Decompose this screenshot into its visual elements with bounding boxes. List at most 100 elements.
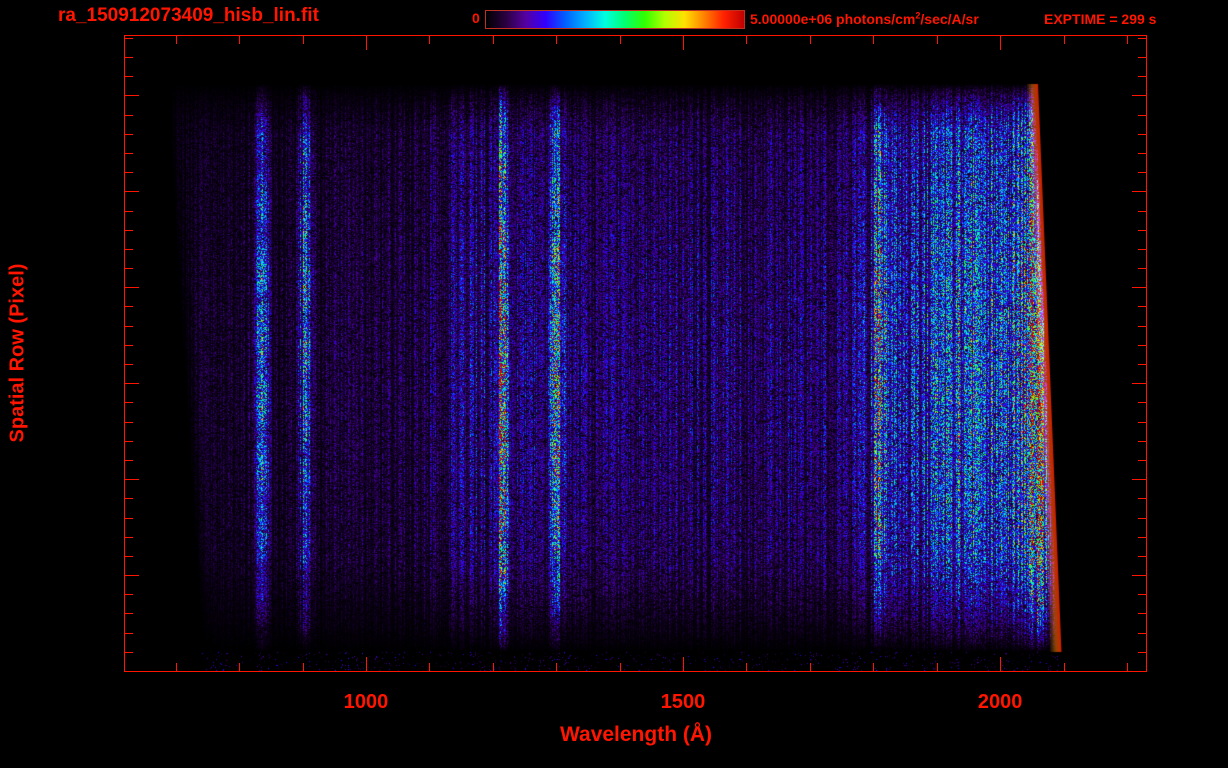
- colorbar-max-value: 5.00000e+06 photons/cm: [750, 11, 916, 27]
- x-tick-minor: [556, 663, 557, 671]
- colorbar: [485, 10, 745, 29]
- x-tick-minor: [873, 36, 874, 44]
- y-tick-minor: [125, 441, 133, 442]
- x-tick-minor: [1127, 36, 1128, 44]
- x-tick-minor: [429, 36, 430, 44]
- y-tick-minor: [1138, 211, 1146, 212]
- exptime-label: EXPTIME = 299 s: [1044, 11, 1157, 27]
- x-tick-label: 1500: [660, 691, 706, 713]
- y-tick-minor: [1138, 364, 1146, 365]
- y-tick-minor: [1138, 57, 1146, 58]
- y-tick-minor: [1138, 556, 1146, 557]
- y-tick-major: [125, 383, 139, 384]
- y-tick-minor: [125, 422, 133, 423]
- x-tick-minor: [556, 36, 557, 44]
- y-tick-major: [125, 191, 139, 192]
- y-tick-minor: [125, 537, 133, 538]
- y-tick-major: [125, 575, 139, 576]
- colorbar-max-label: 5.00000e+06 photons/cm2/sec/A/sr: [750, 11, 979, 27]
- x-tick-major: [366, 36, 367, 50]
- y-tick-minor: [125, 652, 133, 653]
- y-tick-minor: [125, 402, 133, 403]
- y-tick-minor: [1138, 306, 1146, 307]
- x-tick-minor: [429, 663, 430, 671]
- y-tick-minor: [1138, 230, 1146, 231]
- x-tick-minor: [239, 36, 240, 44]
- x-tick-major: [683, 36, 684, 50]
- x-tick-minor: [1064, 663, 1065, 671]
- colorbar-units-exponent: 2: [915, 10, 921, 21]
- y-tick-major: [125, 95, 139, 96]
- x-tick-minor: [176, 663, 177, 671]
- y-tick-major: [1132, 287, 1146, 288]
- y-tick-minor: [1138, 652, 1146, 653]
- y-tick-minor: [125, 57, 133, 58]
- x-tick-minor: [746, 36, 747, 44]
- file-title: ra_150912073409_hisb_lin.fit: [58, 5, 319, 26]
- y-axis-title: Spatial Row (Pixel): [6, 263, 29, 443]
- x-tick-minor: [620, 663, 621, 671]
- x-tick-minor: [493, 663, 494, 671]
- y-tick-minor: [125, 38, 133, 39]
- y-tick-major: [125, 287, 139, 288]
- y-tick-minor: [125, 172, 133, 173]
- y-tick-minor: [125, 153, 133, 154]
- y-tick-minor: [1138, 115, 1146, 116]
- y-tick-minor: [1138, 422, 1146, 423]
- y-tick-minor: [125, 326, 133, 327]
- x-tick-minor: [1064, 36, 1065, 44]
- y-tick-minor: [125, 594, 133, 595]
- y-tick-minor: [1138, 76, 1146, 77]
- y-tick-minor: [125, 249, 133, 250]
- x-tick-major: [683, 657, 684, 671]
- y-tick-minor: [125, 268, 133, 269]
- x-tick-major: [1000, 36, 1001, 50]
- y-tick-minor: [1138, 326, 1146, 327]
- y-tick-minor: [125, 115, 133, 116]
- x-tick-label: 2000: [977, 691, 1023, 713]
- y-tick-minor: [1138, 134, 1146, 135]
- x-tick-minor: [1127, 663, 1128, 671]
- x-tick-minor: [239, 663, 240, 671]
- y-tick-minor: [125, 460, 133, 461]
- y-tick-minor: [125, 134, 133, 135]
- y-tick-minor: [1138, 498, 1146, 499]
- x-tick-minor: [493, 36, 494, 44]
- x-tick-minor: [873, 663, 874, 671]
- colorbar-gradient: [486, 11, 744, 28]
- y-tick-minor: [1138, 402, 1146, 403]
- colorbar-min-label: 0: [472, 10, 480, 26]
- y-tick-minor: [125, 230, 133, 231]
- y-tick-minor: [125, 556, 133, 557]
- y-tick-major: [1132, 95, 1146, 96]
- y-tick-minor: [125, 211, 133, 212]
- y-tick-minor: [125, 76, 133, 77]
- x-tick-major: [1000, 657, 1001, 671]
- x-tick-minor: [810, 36, 811, 44]
- y-tick-major: [1132, 479, 1146, 480]
- y-tick-major: [125, 479, 139, 480]
- y-tick-minor: [125, 498, 133, 499]
- y-tick-major: [1132, 575, 1146, 576]
- y-tick-major: [1132, 191, 1146, 192]
- x-axis-title: Wavelength (Å): [559, 723, 713, 746]
- colorbar-units-tail: /sec/A/sr: [920, 11, 979, 27]
- y-tick-minor: [1138, 613, 1146, 614]
- heatmap-plot-area: [125, 36, 1146, 671]
- y-tick-minor: [1138, 594, 1146, 595]
- y-tick-minor: [125, 613, 133, 614]
- y-tick-major: [1132, 383, 1146, 384]
- y-tick-minor: [125, 364, 133, 365]
- y-tick-minor: [1138, 268, 1146, 269]
- y-tick-minor: [1138, 460, 1146, 461]
- y-tick-minor: [1138, 249, 1146, 250]
- x-tick-major: [366, 657, 367, 671]
- x-tick-minor: [810, 663, 811, 671]
- y-tick-minor: [1138, 345, 1146, 346]
- x-tick-minor: [937, 663, 938, 671]
- y-tick-minor: [125, 306, 133, 307]
- x-tick-minor: [176, 36, 177, 44]
- y-tick-minor: [125, 518, 133, 519]
- y-tick-minor: [1138, 153, 1146, 154]
